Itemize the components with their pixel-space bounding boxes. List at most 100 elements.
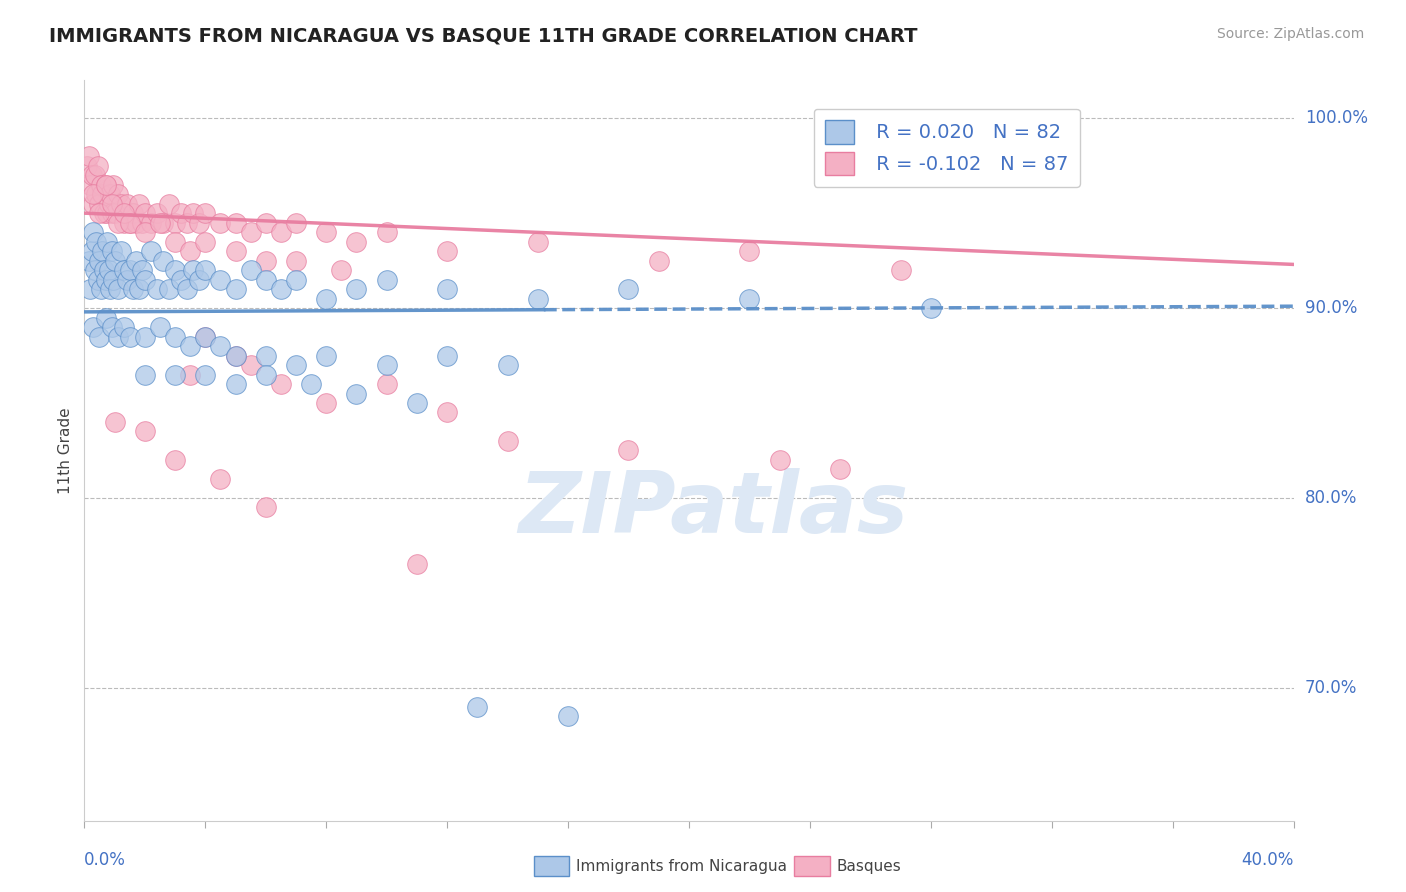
Point (436, 244, 458, 259)
Point (112, 206, 135, 220)
Point (176, 282, 198, 296)
Point (254, 216, 277, 230)
Point (149, 320, 172, 334)
Point (97, 263, 120, 277)
Point (82, 187, 104, 202)
Text: 40.0%: 40.0% (1241, 851, 1294, 869)
Point (496, 434, 519, 448)
Point (254, 253, 277, 268)
Point (181, 263, 204, 277)
Point (89, 196, 111, 211)
Point (254, 368, 277, 382)
Point (165, 235, 187, 249)
Point (239, 358, 262, 372)
Point (118, 263, 141, 277)
Point (225, 282, 247, 296)
Point (131, 216, 153, 230)
Point (91, 244, 114, 259)
Text: Basques: Basques (837, 859, 901, 873)
Point (157, 282, 180, 296)
Text: 0.0%: 0.0% (84, 851, 127, 869)
Point (104, 415, 127, 429)
Text: 80.0%: 80.0% (1305, 489, 1357, 507)
Text: Immigrants from Nicaragua: Immigrants from Nicaragua (576, 859, 787, 873)
Point (118, 216, 141, 230)
Point (104, 253, 127, 268)
Point (738, 292, 761, 306)
Point (315, 292, 337, 306)
Point (101, 178, 124, 192)
Text: ZIPatlas: ZIPatlas (517, 468, 908, 551)
Point (194, 329, 217, 343)
Point (375, 377, 398, 392)
Point (285, 358, 308, 372)
Point (93, 206, 115, 220)
Point (527, 292, 550, 306)
Point (112, 263, 135, 277)
Point (179, 244, 201, 259)
Point (146, 282, 169, 296)
Point (254, 500, 277, 515)
Point (194, 263, 217, 277)
Point (617, 443, 640, 458)
Point (181, 206, 204, 220)
Point (86, 235, 108, 249)
Point (139, 216, 162, 230)
Point (79, 178, 101, 192)
Point (80, 244, 103, 259)
Point (100, 196, 122, 211)
Point (285, 216, 308, 230)
Y-axis label: 11th Grade: 11th Grade (58, 407, 73, 494)
Point (165, 368, 187, 382)
Point (94, 178, 117, 192)
Point (738, 244, 761, 259)
Point (128, 196, 150, 211)
Point (299, 377, 322, 392)
Point (285, 253, 308, 268)
Point (77, 149, 100, 163)
Point (121, 282, 143, 296)
Point (101, 272, 124, 286)
Point (115, 196, 138, 211)
Point (82, 320, 104, 334)
Point (89, 329, 111, 343)
Point (125, 253, 148, 268)
Point (165, 216, 187, 230)
Point (94, 310, 117, 325)
Point (170, 206, 193, 220)
Point (131, 263, 153, 277)
Point (165, 263, 187, 277)
Point (77, 253, 100, 268)
Legend:  R = 0.020   N = 82,  R = -0.102   N = 87: R = 0.020 N = 82, R = -0.102 N = 87 (814, 109, 1080, 187)
Point (270, 225, 292, 239)
Point (769, 453, 792, 467)
Point (209, 272, 232, 286)
Point (107, 187, 129, 202)
Point (315, 225, 337, 239)
Point (467, 699, 489, 714)
Text: 70.0%: 70.0% (1305, 679, 1357, 697)
Point (87, 272, 110, 286)
Point (118, 329, 141, 343)
Point (315, 396, 337, 410)
Point (104, 206, 127, 220)
Point (87, 159, 110, 173)
Point (165, 453, 187, 467)
Point (225, 349, 247, 363)
Point (134, 368, 156, 382)
Point (375, 225, 398, 239)
Point (194, 368, 217, 382)
Point (84, 168, 107, 182)
Point (179, 339, 201, 353)
Point (890, 263, 912, 277)
Point (209, 472, 232, 486)
Point (239, 263, 262, 277)
Point (91, 187, 114, 202)
Point (90, 282, 112, 296)
Point (128, 282, 150, 296)
Text: 90.0%: 90.0% (1305, 299, 1357, 317)
Point (557, 709, 579, 723)
Point (139, 244, 162, 259)
Point (94, 272, 117, 286)
Point (149, 216, 172, 230)
